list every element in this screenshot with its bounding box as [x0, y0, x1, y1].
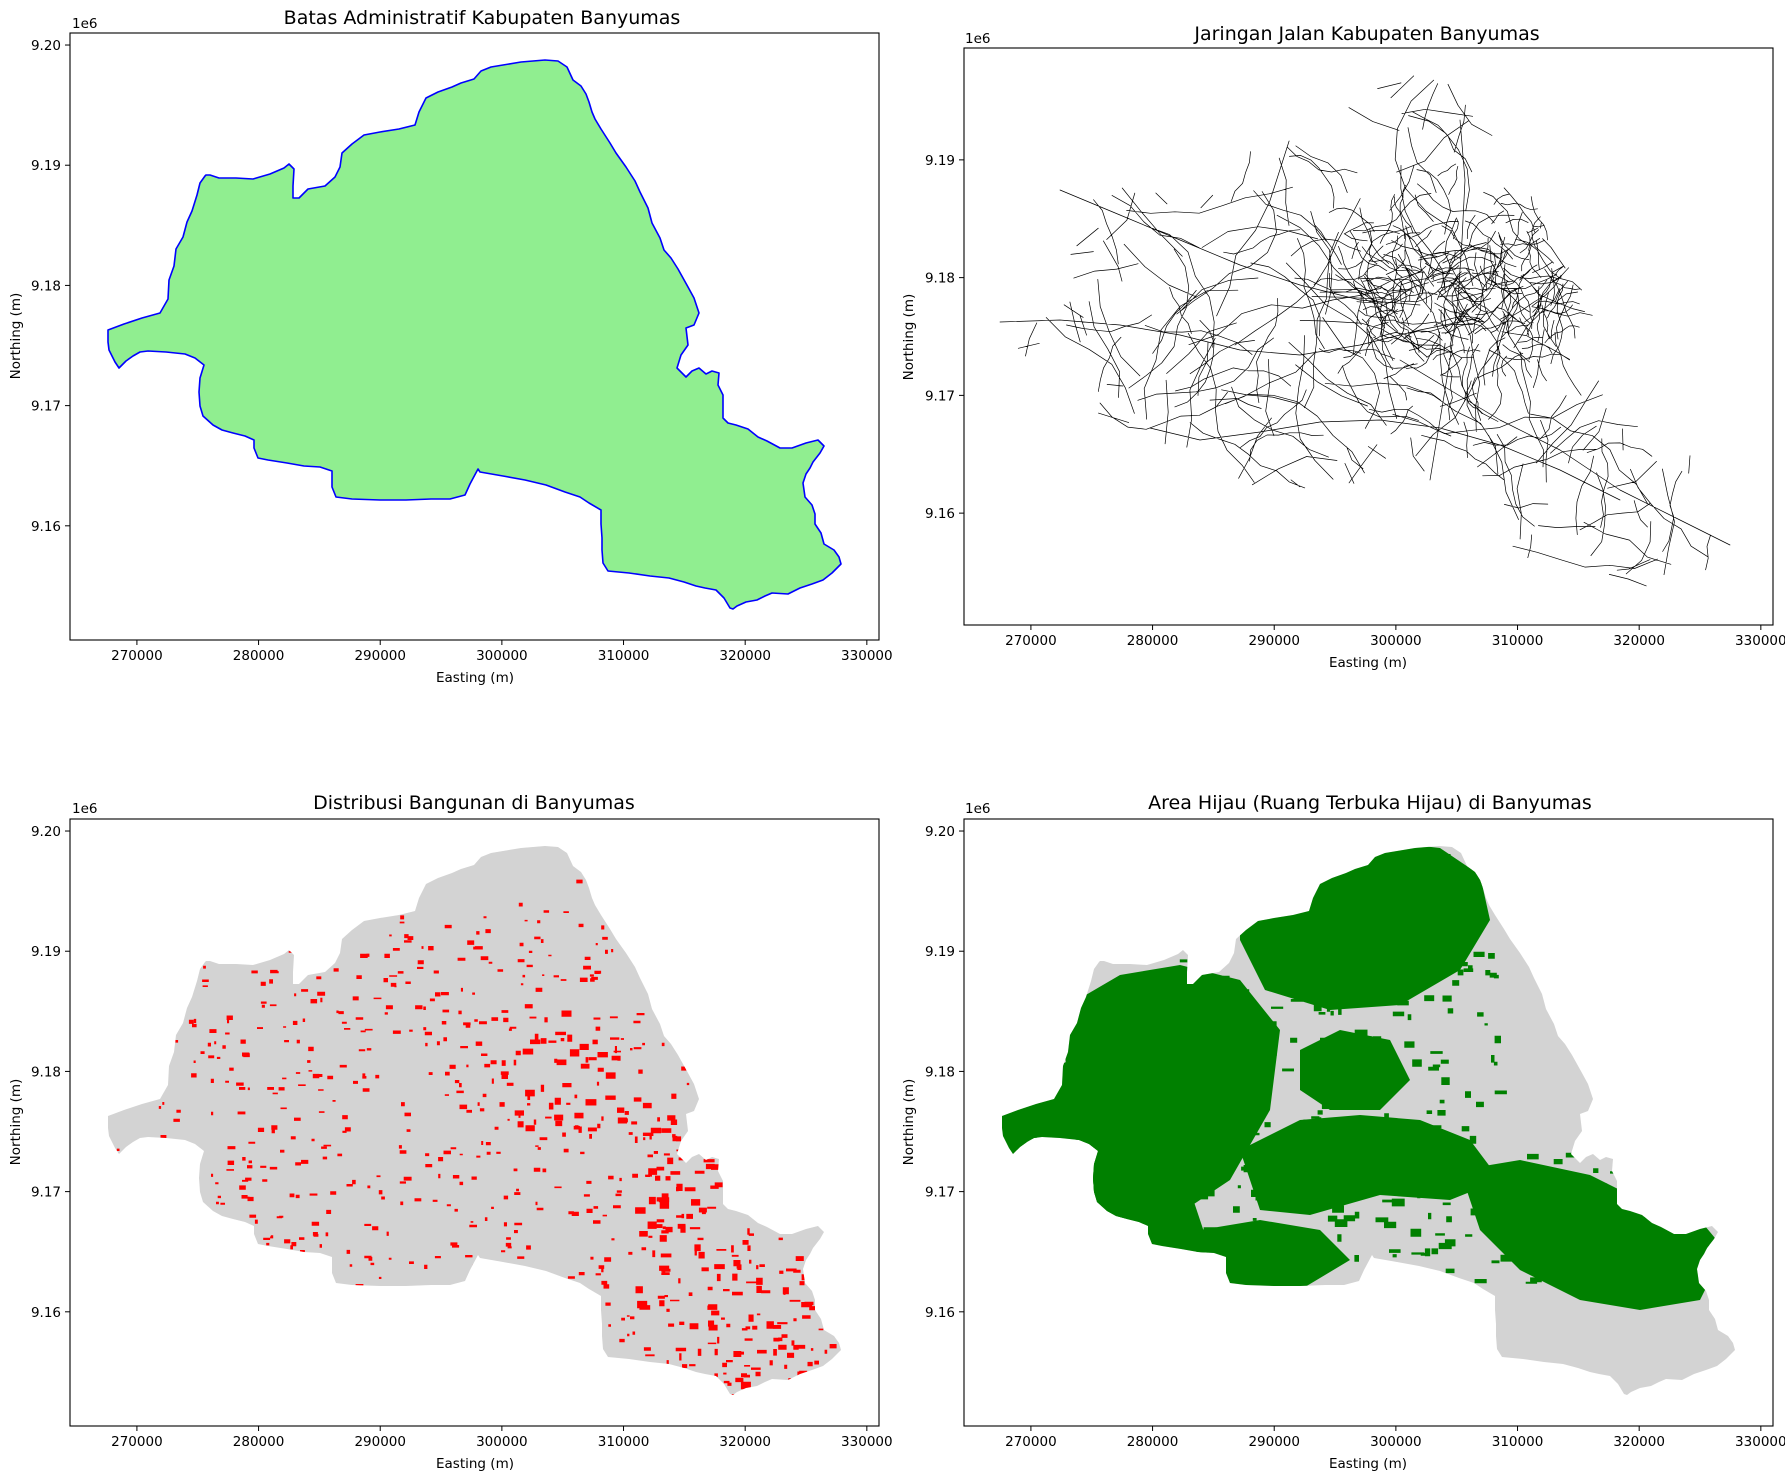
road-lines [999, 75, 1731, 587]
x-tick-label: 270000 [111, 648, 163, 664]
x-tick-label: 320000 [1613, 1434, 1665, 1450]
x-tick-label: 270000 [111, 1434, 163, 1450]
x-tick-label: 330000 [841, 648, 893, 664]
panel-title: Jaringan Jalan Kabupaten Banyumas [1193, 23, 1539, 45]
x-tick-label: 290000 [354, 648, 406, 664]
y-tick-label: 9.18 [31, 278, 61, 294]
x-tick-label: 310000 [1492, 1434, 1544, 1450]
y-tick-label: 9.20 [925, 824, 955, 840]
y-offset-text: 1e6 [72, 801, 97, 817]
x-tick-label: 280000 [1127, 1434, 1179, 1450]
y-axis-label: Northing (m) [8, 293, 24, 380]
y-ticks: 9.16 9.17 9.18 9.19 9.20 [31, 824, 70, 1321]
x-tick-label: 330000 [1735, 1434, 1785, 1450]
panel-admin-boundary: Batas Administratif Kabupaten Banyumas 1… [8, 7, 893, 686]
y-tick-label: 9.18 [31, 1064, 61, 1080]
y-ticks: 9.16 9.17 9.18 9.19 9.20 [925, 824, 964, 1321]
y-tick-label: 9.19 [31, 944, 61, 960]
x-tick-label: 280000 [233, 648, 285, 664]
x-tick-label: 320000 [1613, 633, 1665, 649]
y-tick-label: 9.18 [925, 271, 955, 287]
x-tick-label: 300000 [476, 1434, 528, 1450]
x-tick-label: 290000 [354, 1434, 406, 1450]
y-tick-label: 9.17 [31, 399, 61, 415]
panel-title: Area Hijau (Ruang Terbuka Hijau) di Bany… [1148, 792, 1592, 814]
y-tick-label: 9.19 [925, 944, 955, 960]
green-features [1002, 846, 1725, 1310]
y-tick-label: 9.16 [925, 506, 955, 522]
green-area-polygon [1460, 1160, 1725, 1310]
panel-green-area: Area Hijau (Ruang Terbuka Hijau) di Bany… [901, 792, 1785, 1472]
x-tick-label: 280000 [233, 1434, 285, 1450]
y-axis-label: Northing (m) [901, 294, 917, 381]
x-tick-label: 290000 [1248, 1434, 1300, 1450]
panel-building-distribution: Distribusi Bangunan di Banyumas 1e6 2700… [8, 792, 893, 1472]
x-ticks: 270000 280000 290000 300000 310000 320000 3300… [1005, 625, 1785, 649]
panel-road-network: Jaringan Jalan Kabupaten Banyumas 1e6 27… [901, 23, 1785, 671]
y-tick-label: 9.16 [925, 1305, 955, 1321]
x-tick-label: 310000 [598, 1434, 650, 1450]
x-tick-label: 290000 [1248, 633, 1300, 649]
panel-title: Batas Administratif Kabupaten Banyumas [284, 7, 681, 29]
green-area-polygon [1300, 1030, 1410, 1110]
x-axis-label: Easting (m) [436, 670, 514, 686]
district-base-polygon [108, 846, 841, 1395]
x-tick-label: 300000 [476, 648, 528, 664]
y-ticks: 9.16 9.17 9.18 9.19 9.20 [31, 38, 70, 535]
x-tick-label: 330000 [841, 1434, 893, 1450]
x-axis-label: Easting (m) [1329, 1456, 1407, 1472]
y-axis-label: Northing (m) [8, 1079, 24, 1166]
axes-frame [963, 818, 1774, 1427]
x-ticks: 270000 280000 290000 300000 310000 320000 3300… [1005, 1426, 1785, 1450]
y-tick-label: 9.19 [31, 158, 61, 174]
x-ticks: 270000 280000 290000 300000 310000 320000 3300… [111, 640, 893, 664]
y-tick-label: 9.17 [925, 388, 955, 404]
x-tick-label: 270000 [1005, 1434, 1057, 1450]
y-offset-text: 1e6 [965, 31, 990, 47]
x-axis-label: Easting (m) [436, 1456, 514, 1472]
y-offset-text: 1e6 [965, 801, 990, 817]
green-area-polygon [1060, 965, 1280, 1230]
y-tick-label: 9.17 [31, 1185, 61, 1201]
x-tick-label: 310000 [1492, 633, 1544, 649]
x-tick-label: 270000 [1005, 633, 1057, 649]
green-layer [1002, 846, 1735, 1395]
x-tick-label: 300000 [1370, 1434, 1422, 1450]
y-tick-label: 9.16 [31, 519, 61, 535]
panel-title: Distribusi Bangunan di Banyumas [313, 792, 635, 814]
axes-frame [69, 32, 880, 641]
y-tick-label: 9.16 [31, 1305, 61, 1321]
axes-frame [963, 47, 1774, 626]
building-layer [108, 846, 841, 1395]
district-boundary-polygon [107, 59, 842, 610]
x-tick-label: 300000 [1370, 633, 1422, 649]
road-layer [999, 75, 1731, 587]
y-tick-label: 9.20 [31, 38, 61, 54]
x-tick-label: 330000 [1735, 633, 1785, 649]
y-tick-label: 9.18 [925, 1064, 955, 1080]
y-tick-label: 9.20 [31, 824, 61, 840]
y-offset-text: 1e6 [72, 16, 97, 32]
y-axis-label: Northing (m) [901, 1079, 917, 1166]
boundary-layer [107, 59, 842, 610]
x-ticks: 270000 280000 290000 300000 310000 320000 3300… [111, 1426, 893, 1450]
green-area-polygon [1195, 1220, 1350, 1290]
x-axis-label: Easting (m) [1329, 655, 1407, 671]
y-tick-label: 9.19 [925, 153, 955, 169]
x-tick-label: 310000 [598, 648, 650, 664]
x-tick-label: 280000 [1127, 633, 1179, 649]
x-tick-label: 320000 [719, 1434, 771, 1450]
axes-frame [69, 818, 880, 1427]
y-ticks: 9.16 9.17 9.18 9.19 [925, 153, 964, 522]
y-tick-label: 9.17 [925, 1185, 955, 1201]
x-tick-label: 320000 [719, 648, 771, 664]
